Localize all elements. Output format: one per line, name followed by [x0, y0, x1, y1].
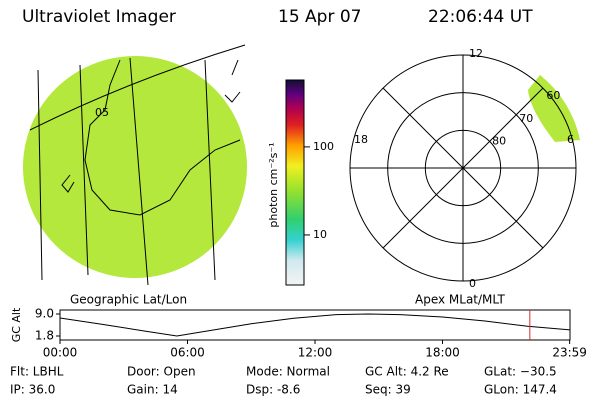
- polar-grid: [350, 55, 576, 281]
- geo-grid-label: 05: [95, 106, 109, 119]
- mlat-ring: [387, 92, 539, 244]
- colorbar: [285, 79, 305, 286]
- status-field: Gain: 14: [127, 383, 178, 397]
- geo-grid: [29, 44, 246, 286]
- status-field: Dsp: -8.6: [246, 383, 300, 397]
- colorbar-label: photon cm⁻²s⁻¹: [267, 142, 280, 227]
- mlat-label: 70: [519, 112, 533, 125]
- x-tick-label: 00:00: [43, 346, 78, 360]
- status-field: Mode: Normal: [246, 365, 330, 379]
- mlt-label: 12: [469, 47, 483, 60]
- mlt-label: 18: [354, 133, 368, 146]
- status-field: Seq: 39: [365, 383, 411, 397]
- time: 22:06:44 UT: [428, 7, 533, 27]
- altitude-line: [59, 313, 571, 337]
- y-tick-label: 9.0: [35, 307, 54, 321]
- title: Ultraviolet Imager: [22, 7, 176, 27]
- timeline-frame: [59, 309, 571, 341]
- x-tick-label: 06:00: [170, 346, 205, 360]
- status-field: GC Alt: 4.2 Re: [365, 365, 449, 379]
- date: 15 Apr 07: [278, 7, 361, 27]
- aurora-patch: [528, 75, 580, 142]
- mlt-label: 6: [567, 133, 574, 146]
- mlt-label: 0: [469, 277, 476, 290]
- mlat-label: 60: [546, 89, 560, 102]
- geo-label: Geographic Lat/Lon: [70, 293, 187, 307]
- mlat-ring: [424, 129, 502, 207]
- x-tick-label: 18:00: [425, 346, 460, 360]
- y-tick-label: 1.8: [35, 329, 54, 343]
- mlat-label: 80: [492, 134, 506, 147]
- colorbar-tick-label: 10: [313, 228, 327, 241]
- earth-disk: [23, 56, 247, 278]
- status-field: IP: 36.0: [10, 383, 55, 397]
- x-tick-label: 12:00: [298, 346, 333, 360]
- polar-label: Apex MLat/MLT: [415, 293, 505, 307]
- timeline-ylabel: GC Alt: [10, 307, 23, 342]
- status-field: Flt: LBHL: [10, 365, 64, 379]
- status-field: Door: Open: [127, 365, 196, 379]
- colorbar-tick-label: 100: [313, 140, 334, 153]
- x-tick-label: 23:59: [552, 346, 587, 360]
- mlat-ring: [349, 54, 577, 282]
- status-field: GLon: 147.4: [484, 383, 557, 397]
- status-field: GLat: −30.5: [484, 365, 557, 379]
